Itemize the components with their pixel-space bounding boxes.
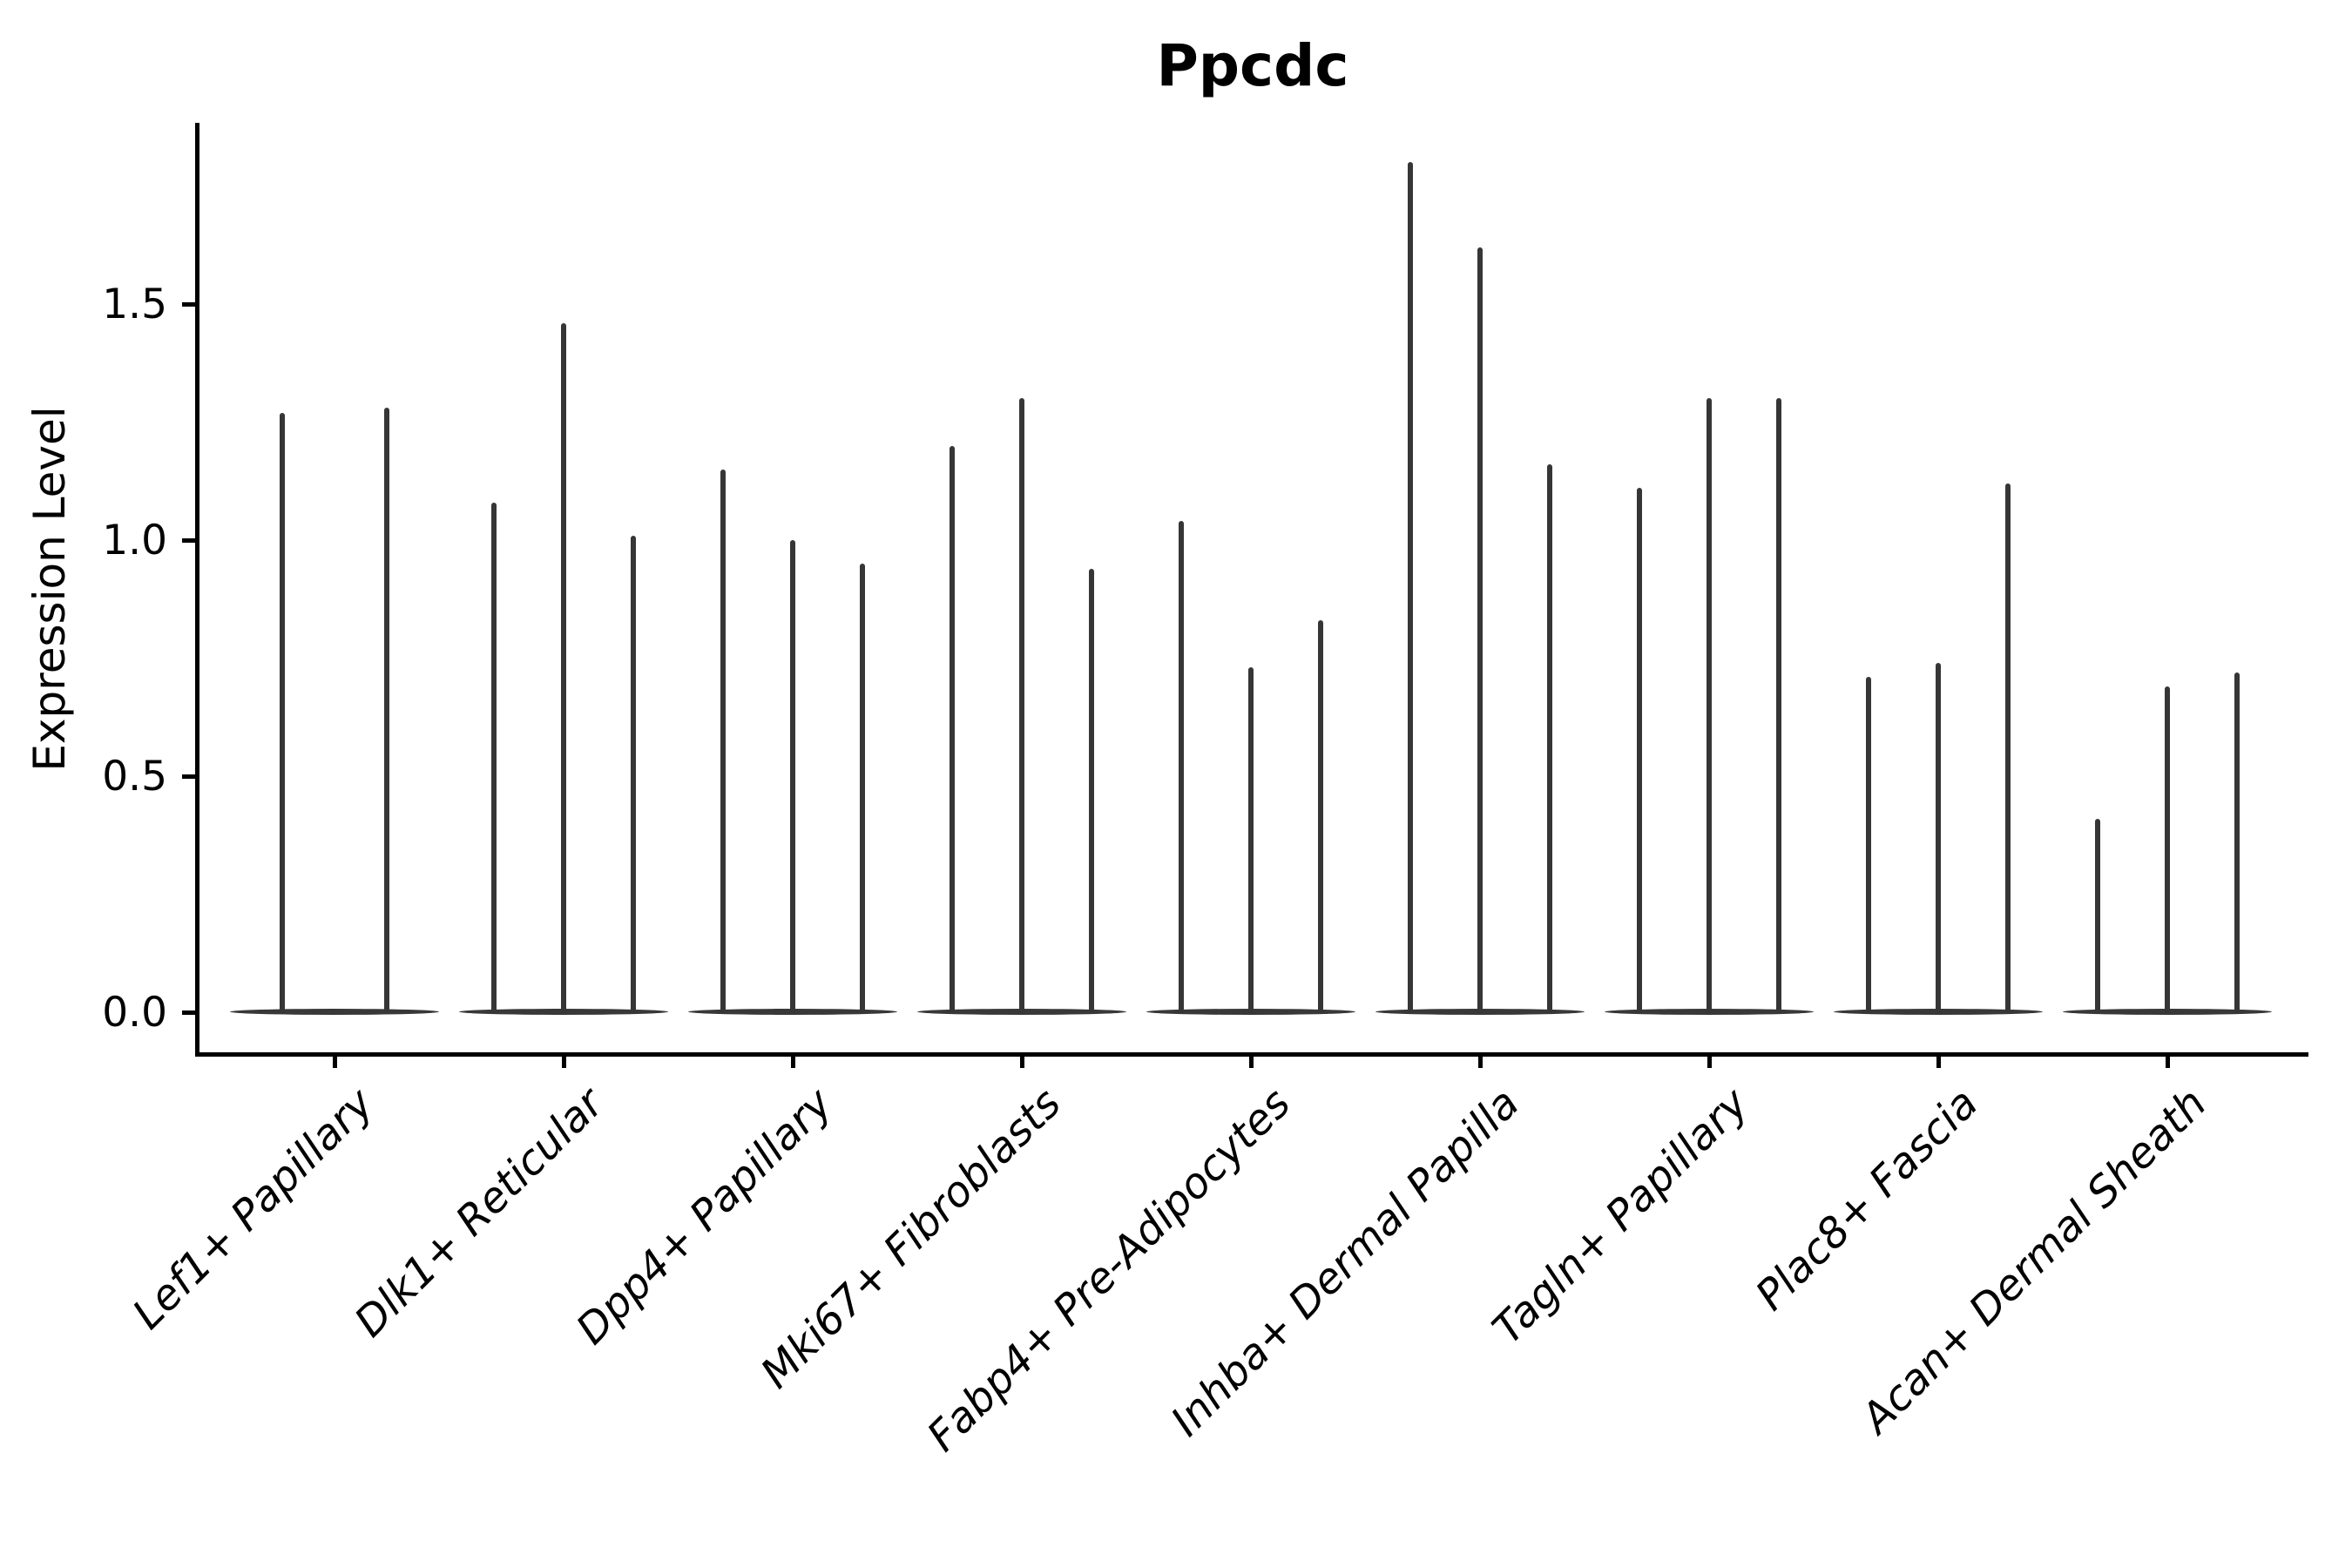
x-tick <box>1707 1054 1712 1068</box>
violin-spike <box>950 445 955 1013</box>
x-tick <box>1248 1054 1254 1068</box>
violin-spike <box>1776 398 1781 1013</box>
x-tick-label: Fabp4+ Pre-Adipocytes <box>917 1078 1301 1462</box>
violin-spike <box>1179 521 1184 1013</box>
violin-spike <box>491 502 497 1013</box>
violin-spike <box>1019 398 1024 1013</box>
violin-spike <box>860 564 865 1013</box>
y-tick <box>182 774 197 779</box>
violin-spike <box>790 540 795 1013</box>
x-tick-label: Tagln+ Papillary <box>1483 1078 1759 1354</box>
x-tick-label: Dlk1+ Reticular <box>344 1078 613 1347</box>
violin-spike <box>1477 247 1483 1013</box>
violin-spike <box>1547 464 1552 1013</box>
violin-spike <box>2234 672 2240 1013</box>
y-tick-label: 0.0 <box>102 988 167 1037</box>
violin-spike <box>2165 686 2170 1013</box>
x-tick-label: Dpp4+ Papillary <box>566 1078 842 1355</box>
violin-spike <box>1089 568 1094 1013</box>
violin-spike <box>2095 818 2100 1013</box>
y-tick-label: 1.0 <box>102 516 167 564</box>
x-tick-label: Lef1+ Papillary <box>124 1078 384 1339</box>
violin-spike <box>1248 667 1254 1013</box>
y-axis-spine <box>195 123 199 1056</box>
violin-spike <box>1707 398 1712 1013</box>
violin-spike <box>1866 677 1871 1013</box>
y-tick-label: 0.5 <box>102 752 167 801</box>
x-tick <box>332 1054 337 1068</box>
violin-base <box>230 1008 439 1015</box>
chart-title: Ppcdc <box>1156 32 1349 99</box>
violin-spike <box>561 322 566 1013</box>
violin-spike <box>720 469 726 1013</box>
violin-spike <box>631 535 636 1013</box>
violin-spike <box>384 408 389 1013</box>
y-tick <box>182 1010 197 1015</box>
y-tick-label: 1.5 <box>102 280 167 328</box>
x-tick <box>1477 1054 1483 1068</box>
y-tick <box>182 301 197 307</box>
x-tick <box>1019 1054 1024 1068</box>
x-tick <box>2165 1054 2170 1068</box>
violin-spike <box>280 412 285 1013</box>
violin-spike <box>2005 483 2011 1013</box>
x-tick <box>1936 1054 1941 1068</box>
y-tick <box>182 537 197 543</box>
x-tick-label: Plac8+ Fascia <box>1746 1078 1988 1321</box>
x-tick <box>790 1054 795 1068</box>
violin-spike <box>1408 162 1413 1013</box>
violin-spike <box>1637 488 1642 1013</box>
x-tick <box>561 1054 566 1068</box>
violin-spike <box>1318 620 1323 1013</box>
violin-spike <box>1936 662 1941 1013</box>
